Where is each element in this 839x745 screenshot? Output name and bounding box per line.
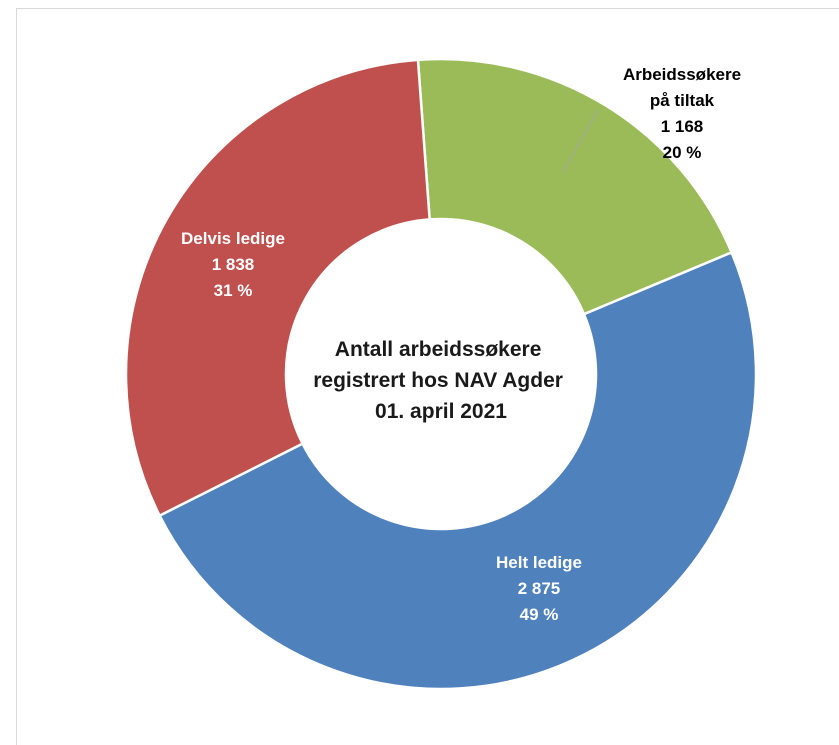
data-label-arbeidss-kere-p-tiltak: Arbeidssøkere på tiltak 1 168 20 % xyxy=(623,65,741,162)
label-name: på tiltak xyxy=(650,91,715,110)
chart-title-line-3: 01. april 2021 xyxy=(375,400,507,423)
leader-line xyxy=(562,109,599,173)
label-value: 1 168 xyxy=(661,117,704,136)
chart-title: Antall arbeidssøkere registrert hos NAV … xyxy=(313,338,569,423)
slice-delvis-ledige xyxy=(124,58,431,518)
slice-helt-ledige xyxy=(157,250,758,691)
data-label-delvis-ledige: Delvis ledige 1 838 31 % xyxy=(181,229,285,300)
label-value: 1 838 xyxy=(212,255,255,274)
label-percent: 31 % xyxy=(214,281,253,300)
label-name: Delvis ledige xyxy=(181,229,285,248)
chart-title-line-2: registrert hos NAV Agder xyxy=(313,369,563,392)
slices-group xyxy=(124,57,758,691)
chart-title-line-1: Antall arbeidssøkere xyxy=(335,338,542,361)
label-name: Arbeidssøkere xyxy=(623,65,741,84)
labels-group: Arbeidssøkere på tiltak 1 168 20 % Helt ledi… xyxy=(181,65,741,624)
slice-arbeidss-kere-p-tiltak xyxy=(416,57,734,316)
label-name: Helt ledige xyxy=(496,553,582,572)
label-percent: 20 % xyxy=(663,143,702,162)
label-value: 2 875 xyxy=(518,579,561,598)
data-label-helt-ledige: Helt ledige 2 875 49 % xyxy=(496,553,582,624)
label-percent: 49 % xyxy=(520,605,559,624)
